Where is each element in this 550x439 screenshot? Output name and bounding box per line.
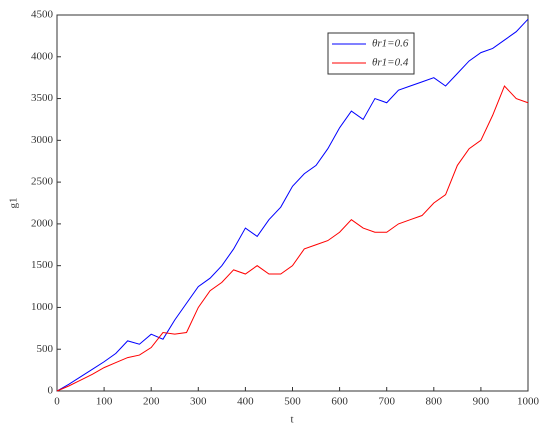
x-tick-label: 900 [473,396,490,408]
series-line [56,85,529,392]
plot-frame [56,14,529,392]
y-tick-label: 1000 [31,301,54,313]
x-tick-label: 800 [426,396,443,408]
y-tick-label: 1500 [31,259,54,271]
y-tick-label: 4000 [31,50,54,62]
legend-label: θr1=0.6 [372,38,409,50]
y-tick-label: 3000 [31,134,54,146]
x-tick-label: 1000 [517,396,540,408]
x-tick-label: 700 [378,396,395,408]
x-tick-label: 400 [237,396,254,408]
x-tick-label: 0 [54,396,60,408]
x-tick-label: 100 [96,396,113,408]
y-tick-label: 4500 [31,9,54,21]
x-tick-label: 500 [284,396,301,408]
x-tick-label: 300 [190,396,207,408]
x-axis-label: t [290,414,293,426]
x-tick-label: 200 [143,396,160,408]
legend-label: θr1=0.4 [372,57,409,69]
y-tick-label: 3500 [31,92,54,104]
y-tick-label: 2000 [31,217,54,229]
y-axis-label: g1 [8,198,20,209]
y-tick-label: 500 [37,343,54,355]
x-tick-label: 600 [331,396,348,408]
y-tick-label: 0 [48,385,54,397]
y-tick-label: 2500 [31,176,54,188]
legend-box [327,32,415,75]
series-line [56,18,529,392]
